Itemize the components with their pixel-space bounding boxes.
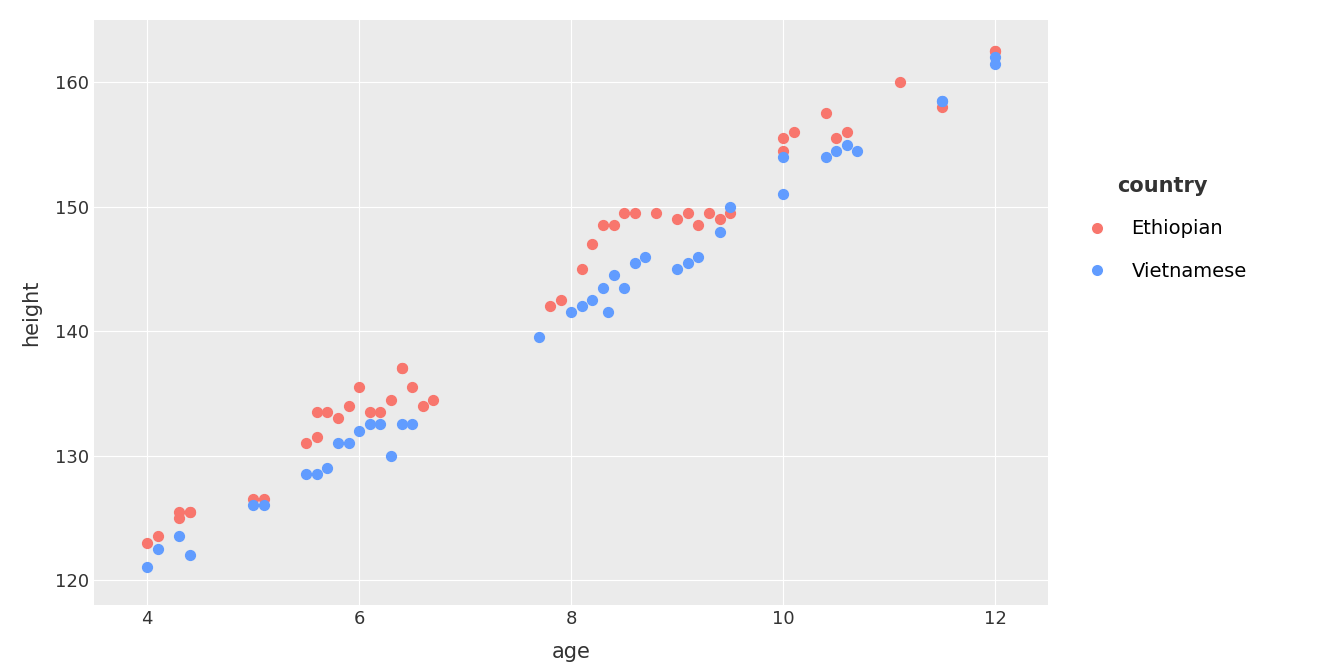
Ethiopian (391, 363, 413, 374)
Ethiopian (179, 506, 200, 517)
Vietnamese (719, 202, 741, 212)
Vietnamese (985, 58, 1007, 69)
Y-axis label: height: height (22, 280, 42, 345)
Vietnamese (179, 550, 200, 560)
Vietnamese (847, 145, 868, 156)
Ethiopian (253, 494, 274, 505)
Vietnamese (296, 469, 317, 480)
Vietnamese (603, 269, 625, 280)
Vietnamese (985, 52, 1007, 63)
Vietnamese (825, 145, 847, 156)
Vietnamese (688, 251, 710, 262)
Vietnamese (582, 294, 603, 305)
Ethiopian (814, 108, 836, 119)
Vietnamese (773, 152, 794, 163)
Ethiopian (645, 208, 667, 218)
Ethiopian (359, 407, 380, 417)
Ethiopian (317, 407, 339, 417)
Ethiopian (593, 220, 614, 230)
Ethiopian (890, 77, 911, 88)
Ethiopian (699, 208, 720, 218)
Vietnamese (348, 425, 370, 436)
Ethiopian (337, 401, 359, 411)
Vietnamese (253, 500, 274, 511)
Vietnamese (402, 419, 423, 430)
Ethiopian (719, 208, 741, 218)
Ethiopian (688, 220, 710, 230)
Vietnamese (370, 419, 391, 430)
Ethiopian (168, 512, 190, 523)
Vietnamese (836, 139, 857, 150)
Vietnamese (168, 531, 190, 542)
Ethiopian (370, 407, 391, 417)
Ethiopian (306, 431, 328, 442)
Ethiopian (624, 208, 645, 218)
Ethiopian (825, 133, 847, 144)
Vietnamese (146, 544, 168, 554)
Ethiopian (773, 145, 794, 156)
Ethiopian (168, 506, 190, 517)
Vietnamese (317, 462, 339, 473)
X-axis label: age: age (552, 642, 590, 661)
Ethiopian (985, 46, 1007, 56)
Ethiopian (391, 363, 413, 374)
Ethiopian (327, 413, 348, 423)
Ethiopian (603, 220, 625, 230)
Ethiopian (146, 531, 168, 542)
Vietnamese (242, 500, 263, 511)
Vietnamese (327, 437, 348, 448)
Ethiopian (677, 208, 699, 218)
Vietnamese (931, 95, 953, 106)
Ethiopian (306, 407, 328, 417)
Vietnamese (571, 301, 593, 312)
Vietnamese (667, 263, 688, 274)
Ethiopian (613, 208, 634, 218)
Ethiopian (708, 214, 730, 224)
Ethiopian (296, 437, 317, 448)
Ethiopian (784, 127, 805, 138)
Vietnamese (624, 257, 645, 268)
Vietnamese (560, 307, 582, 318)
Ethiopian (422, 394, 444, 405)
Ethiopian (582, 239, 603, 249)
Vietnamese (593, 282, 614, 293)
Ethiopian (571, 263, 593, 274)
Ethiopian (773, 133, 794, 144)
Vietnamese (337, 437, 359, 448)
Vietnamese (931, 95, 953, 106)
Vietnamese (598, 307, 620, 318)
Ethiopian (667, 214, 688, 224)
Ethiopian (179, 506, 200, 517)
Ethiopian (136, 537, 157, 548)
Ethiopian (242, 494, 263, 505)
Vietnamese (613, 282, 634, 293)
Vietnamese (391, 419, 413, 430)
Ethiopian (348, 382, 370, 392)
Vietnamese (359, 419, 380, 430)
Vietnamese (634, 251, 656, 262)
Ethiopian (413, 401, 434, 411)
Ethiopian (402, 382, 423, 392)
Ethiopian (380, 394, 402, 405)
Legend: Ethiopian, Vietnamese: Ethiopian, Vietnamese (1077, 176, 1247, 281)
Vietnamese (136, 562, 157, 573)
Vietnamese (814, 152, 836, 163)
Vietnamese (380, 450, 402, 461)
Vietnamese (677, 257, 699, 268)
Ethiopian (836, 127, 857, 138)
Vietnamese (708, 226, 730, 237)
Vietnamese (528, 332, 550, 343)
Vietnamese (773, 189, 794, 200)
Vietnamese (306, 469, 328, 480)
Ethiopian (931, 102, 953, 113)
Ethiopian (550, 294, 571, 305)
Ethiopian (985, 46, 1007, 56)
Ethiopian (539, 301, 560, 312)
